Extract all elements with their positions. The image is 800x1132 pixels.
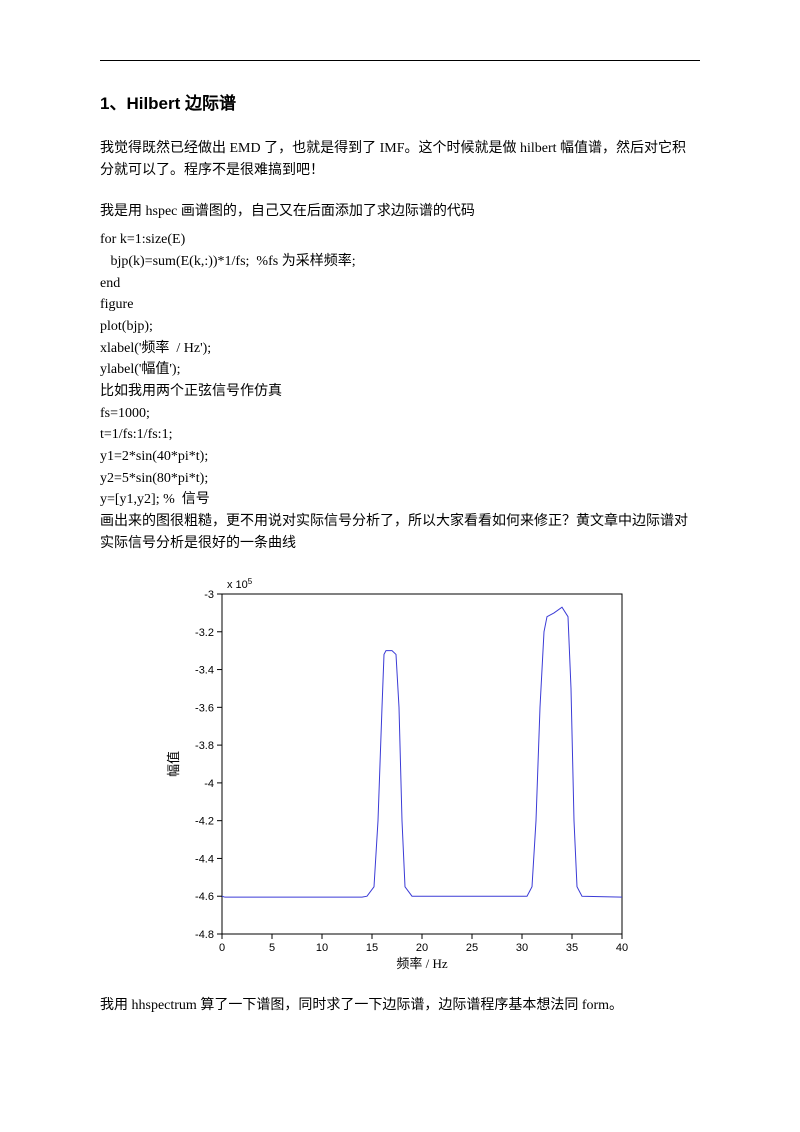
svg-text:0: 0: [219, 942, 225, 954]
horizontal-rule: [100, 60, 700, 61]
code-block: for k=1:size(E) bjp(k)=sum(E(k,:))*1/fs;…: [100, 229, 700, 554]
svg-text:10: 10: [316, 942, 328, 954]
svg-text:5: 5: [269, 942, 275, 954]
svg-text:-4.6: -4.6: [195, 892, 214, 904]
svg-text:-4.8: -4.8: [195, 929, 214, 941]
svg-text:35: 35: [566, 942, 578, 954]
svg-text:-4.4: -4.4: [195, 854, 214, 866]
section-heading: 1、Hilbert 边际谱: [100, 89, 700, 114]
chart-svg: 0 5 10 15 20 25 30 35 40 -4.8 -4.6 -4.4 -4.2 -4 -3.8 -3…: [160, 572, 640, 972]
paragraph-footer: 我用 hhspectrum 算了一下谱图，同时求了一下边际谱，边际谱程序基本想法…: [100, 995, 700, 1017]
marginal-spectrum-chart: 0 5 10 15 20 25 30 35 40 -4.8 -4.6 -4.4 -4.2 -4 -3.8 -3…: [160, 572, 640, 977]
svg-text:频率 / Hz: 频率 / Hz: [396, 956, 448, 971]
svg-text:30: 30: [516, 942, 528, 954]
svg-text:-3.2: -3.2: [195, 627, 214, 639]
svg-text:幅值: 幅值: [166, 751, 181, 777]
svg-text:20: 20: [416, 942, 428, 954]
svg-text:-3: -3: [204, 589, 214, 601]
svg-text:-3.6: -3.6: [195, 703, 214, 715]
paragraph-code-intro: 我是用 hspec 画谱图的，自己又在后面添加了求边际谱的代码: [100, 201, 700, 223]
svg-text:-3.4: -3.4: [195, 665, 214, 677]
paragraph-intro: 我觉得既然已经做出 EMD 了，也就是得到了 IMF。这个时候就是做 hilbe…: [100, 138, 700, 183]
svg-text:15: 15: [366, 942, 378, 954]
svg-text:-3.8: -3.8: [195, 741, 214, 753]
svg-text:40: 40: [616, 942, 628, 954]
svg-text:-4: -4: [204, 778, 214, 790]
svg-text:25: 25: [466, 942, 478, 954]
svg-text:-4.2: -4.2: [195, 816, 214, 828]
